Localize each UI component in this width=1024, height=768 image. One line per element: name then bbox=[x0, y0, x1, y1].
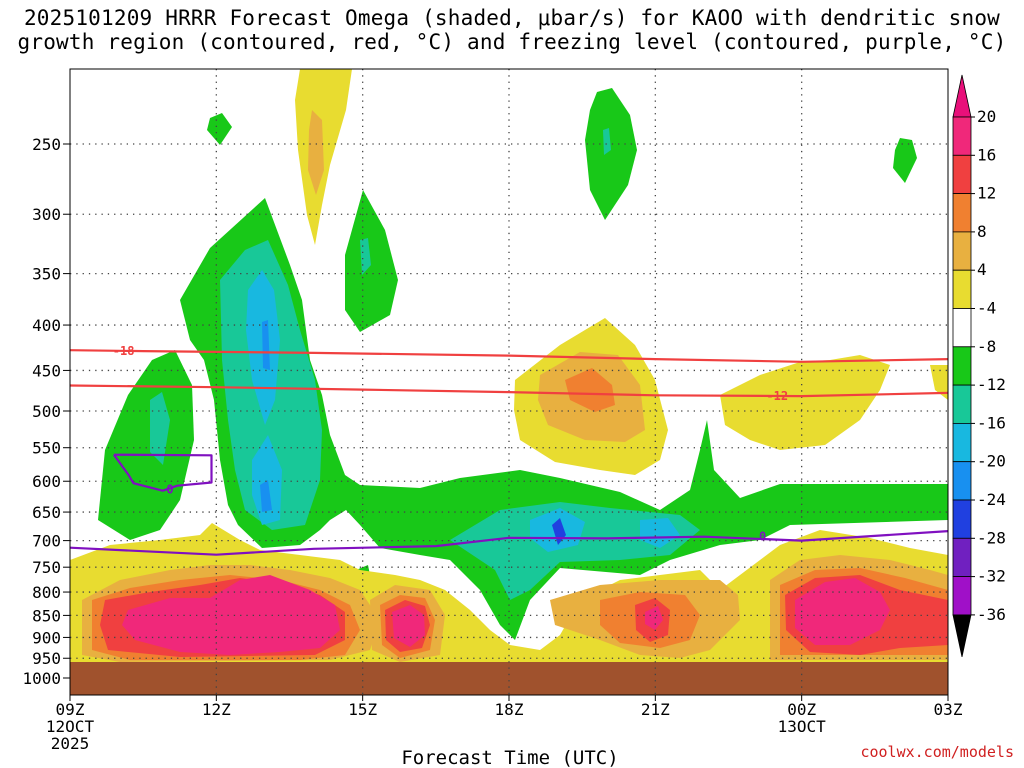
omega-cyan-blob-20z bbox=[603, 128, 611, 155]
x-tick-label-18Z: 18Z bbox=[495, 700, 524, 719]
y-tick-label-450: 450 bbox=[32, 361, 61, 380]
x-axis-label: Forecast Time (UTC) bbox=[401, 747, 618, 768]
y-tick-label-650: 650 bbox=[32, 503, 61, 522]
credit-text: coolwx.com/models bbox=[860, 743, 1014, 761]
omega-green-upward-main bbox=[180, 198, 948, 640]
omega-cyan-column-15z bbox=[360, 238, 371, 275]
colorbar: 20 16 12 8 4 -4 -8 -12 -16 -20 -24 -28 -32 -36 bbox=[952, 74, 1006, 657]
x-tick-label-09Z: 09Z bbox=[56, 700, 85, 719]
colorbar-label-7: -12 bbox=[977, 375, 1006, 394]
colorbar-upper-arrow bbox=[952, 74, 972, 118]
y-tick-label-600: 600 bbox=[32, 472, 61, 491]
contour-lines: -18 -12 0 0 bbox=[69, 344, 949, 556]
colorbar-swatch-8 bbox=[952, 422, 972, 463]
omega-cyan-left-lobe bbox=[150, 392, 170, 465]
y-tick-label-750: 750 bbox=[32, 558, 61, 577]
freezing-level-0-label: 0 bbox=[759, 530, 766, 544]
dendritic-minus12-label: -12 bbox=[766, 389, 788, 403]
omega-yellow-edge-03z bbox=[930, 365, 948, 400]
x-tick-label-03Z: 03Z bbox=[934, 700, 963, 719]
y-tick-label-550: 550 bbox=[32, 439, 61, 458]
omega-orange-plume-upper bbox=[308, 110, 324, 195]
omega-green-blob-12z bbox=[207, 113, 232, 145]
colorbar-swatch-7 bbox=[952, 384, 972, 424]
y-tick-label-500: 500 bbox=[32, 402, 61, 421]
colorbar-label-5: -4 bbox=[977, 299, 996, 318]
dendritic-minus12-contour bbox=[69, 384, 949, 398]
omega-pink-core-11z bbox=[122, 575, 340, 655]
omega-pink-core-01z bbox=[795, 578, 890, 645]
chart-title: 2025101209 HRRR Forecast Omega (shaded, … bbox=[0, 6, 1024, 54]
x-tick-date-00Z: 13OCT bbox=[778, 717, 827, 736]
colorbar-lower-arrow bbox=[952, 614, 972, 657]
omega-green-left-lobe bbox=[98, 350, 194, 540]
colorbar-label-6: -8 bbox=[977, 337, 996, 356]
colorbar-label-8: -16 bbox=[977, 413, 1006, 432]
dendritic-minus18-label: -18 bbox=[113, 344, 135, 358]
colorbar-label-4: 4 bbox=[977, 260, 987, 279]
colorbar-swatch-2 bbox=[952, 193, 972, 233]
dendritic-minus18-contour bbox=[69, 349, 949, 363]
omega-green-column-15z bbox=[345, 190, 398, 332]
x-tick-date-09Z: 12OCT bbox=[46, 717, 95, 736]
y-tick-label-350: 350 bbox=[32, 265, 61, 284]
x-tick-year-09Z: 2025 bbox=[51, 734, 90, 753]
title-line-2: growth region (contoured, red, °C) and f… bbox=[17, 30, 1007, 54]
omega-orange-core-20z bbox=[565, 368, 615, 412]
freezing-loop-0-contour bbox=[113, 453, 213, 492]
colorbar-label-3: 8 bbox=[977, 222, 987, 241]
omega-cyan-core-13z-lower bbox=[252, 435, 282, 525]
omega-blue-streak-13z-b bbox=[260, 480, 272, 512]
freezing-level-0-contour bbox=[69, 530, 949, 556]
y-tick-label-1000: 1000 bbox=[22, 669, 61, 688]
y-tick-label-300: 300 bbox=[32, 205, 61, 224]
plot-frame bbox=[69, 68, 949, 696]
colorbar-label-11: -28 bbox=[977, 528, 1006, 547]
y-tick-label-700: 700 bbox=[32, 532, 61, 551]
colorbar-label-1: 16 bbox=[977, 145, 996, 164]
x-tick-label-12Z: 12Z bbox=[202, 700, 231, 719]
y-tick-label-900: 900 bbox=[32, 628, 61, 647]
colorbar-swatch-9 bbox=[952, 461, 972, 501]
omega-pink-core-2030z bbox=[645, 606, 663, 630]
y-tick-label-400: 400 bbox=[32, 316, 61, 335]
colorbar-swatch-1 bbox=[952, 154, 972, 195]
freezing-loop-0-label: 0 bbox=[166, 482, 173, 496]
colorbar-swatch-3 bbox=[952, 231, 972, 271]
omega-green-blob-0130z bbox=[893, 138, 917, 183]
x-tick-label-00Z: 00Z bbox=[787, 700, 816, 719]
y-tick-label-850: 850 bbox=[32, 606, 61, 625]
ground-below-surface bbox=[70, 662, 948, 695]
colorbar-label-10: -24 bbox=[977, 490, 1006, 509]
colorbar-swatch-5 bbox=[952, 308, 972, 348]
colorbar-swatch-6 bbox=[952, 346, 972, 386]
colorbar-label-12: -32 bbox=[977, 567, 1006, 586]
x-tick-label-21Z: 21Z bbox=[641, 700, 670, 719]
y-tick-label-250: 250 bbox=[32, 135, 61, 154]
title-line-1: 2025101209 HRRR Forecast Omega (shaded, … bbox=[23, 6, 1001, 30]
colorbar-swatch-0 bbox=[952, 116, 972, 156]
y-tick-label-950: 950 bbox=[32, 649, 61, 668]
omega-yellow-plume-upper bbox=[295, 69, 352, 245]
colorbar-swatch-4 bbox=[952, 269, 972, 309]
omega-teal-core-19z bbox=[450, 502, 700, 600]
colorbar-label-0: 20 bbox=[977, 107, 996, 126]
omega-yellow-blob-2330z bbox=[720, 355, 890, 450]
y-tick-label-800: 800 bbox=[32, 583, 61, 602]
colorbar-swatch-10 bbox=[952, 499, 972, 539]
colorbar-swatch-11 bbox=[952, 537, 972, 577]
colorbar-label-13: -36 bbox=[977, 605, 1006, 624]
omega-green-blob-20z bbox=[585, 88, 637, 220]
colorbar-label-9: -20 bbox=[977, 452, 1006, 471]
colorbar-swatch-12 bbox=[952, 576, 972, 616]
y-axis-ticks: 250 300 350 400 450 500 550 600 650 700 750 800 850 9… bbox=[22, 135, 70, 688]
x-tick-label-15Z: 15Z bbox=[348, 700, 377, 719]
colorbar-label-2: 12 bbox=[977, 184, 996, 203]
omega-blue-streak-13z-a bbox=[262, 320, 270, 370]
